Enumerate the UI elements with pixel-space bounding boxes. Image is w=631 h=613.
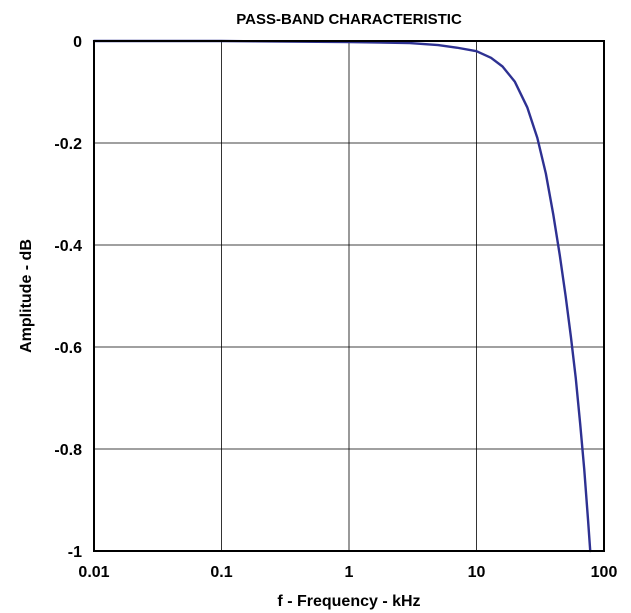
y-tick-label: -0.6 [54, 340, 82, 357]
y-tick-label: -0.2 [54, 136, 82, 153]
y-tick-label: -0.4 [54, 238, 82, 255]
x-tick-label: 0.01 [78, 564, 109, 581]
y-axis-label: Amplitude - dB [18, 239, 35, 353]
x-tick-labels: 0.01 0.1 1 10 100 [78, 564, 617, 581]
x-tick-label: 0.1 [210, 564, 232, 581]
series-layer [92, 39, 592, 553]
y-tick-label: -0.8 [54, 442, 82, 459]
chart-title: PASS-BAND CHARACTERISTIC [236, 11, 462, 28]
y-tick-label: -1 [68, 544, 82, 561]
plot-frame [93, 40, 605, 552]
x-axis-label: f - Frequency - kHz [277, 593, 420, 610]
x-tick-label: 1 [345, 564, 354, 581]
series-line-0 [92, 39, 592, 553]
y-tick-labels: 0 -0.2 -0.4 -0.6 -0.8 -1 [54, 34, 82, 561]
x-tick-label: 100 [591, 564, 618, 581]
y-tick-label: 0 [73, 34, 82, 51]
grid-lines [93, 40, 605, 552]
x-tick-label: 10 [468, 564, 486, 581]
